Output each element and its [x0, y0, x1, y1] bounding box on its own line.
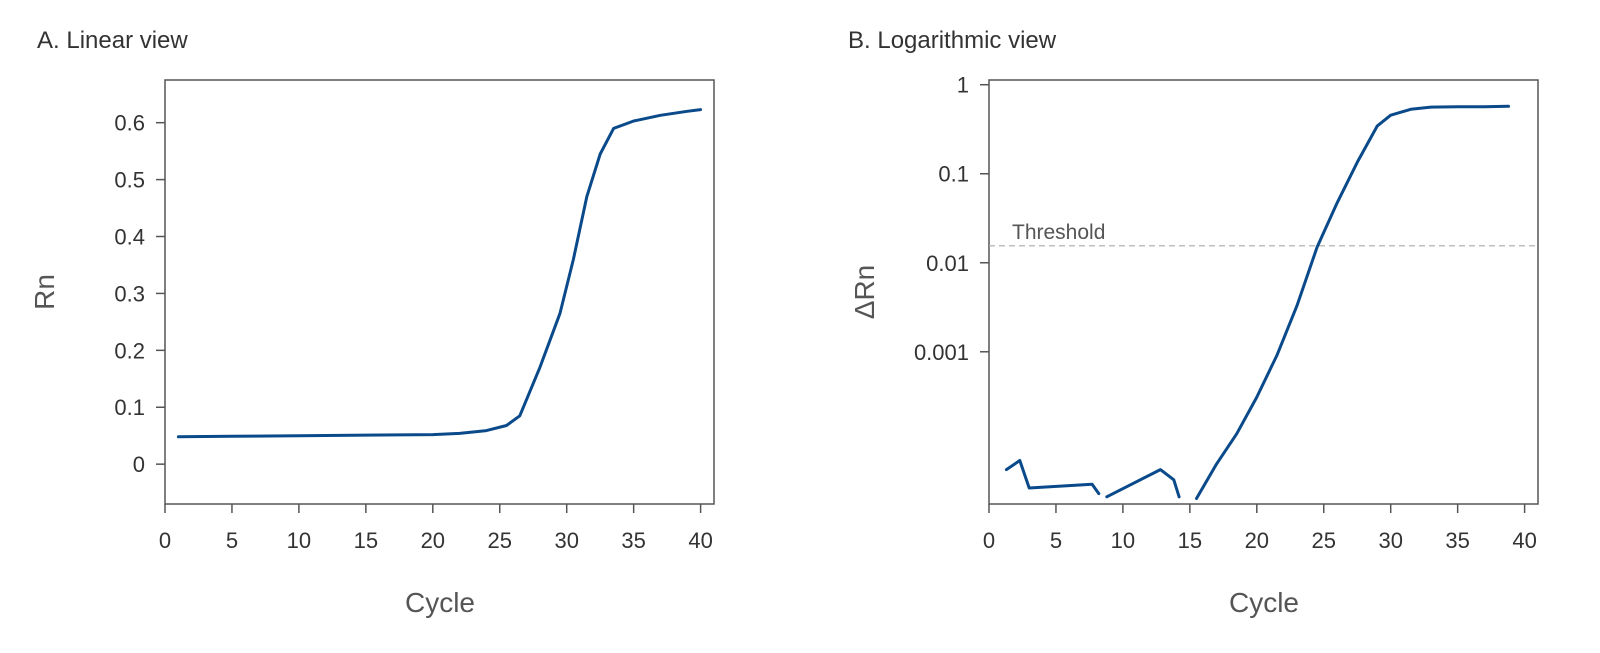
- log-x-tick-label: 30: [1378, 528, 1402, 553]
- log-x-tick-label: 40: [1512, 528, 1536, 553]
- linear-x-tick-label: 35: [621, 528, 645, 553]
- logarithmic-view-chart: B. Logarithmic view Threshold 0 5 10 15 20 25…: [848, 27, 1539, 618]
- log-x-tick-label: 0: [983, 528, 995, 553]
- log-x-tick-label: 35: [1445, 528, 1469, 553]
- logarithmic-view-title: B. Logarithmic view: [848, 27, 1057, 54]
- linear-x-axis-title: Cycle: [405, 587, 475, 618]
- linear-view-title: A. Linear view: [37, 27, 188, 54]
- linear-series-line: [176, 108, 703, 439]
- log-series-layer: [1004, 104, 1510, 500]
- log-y-tick-label: 1: [957, 73, 969, 98]
- log-x-tick-label: 15: [1178, 528, 1202, 553]
- log-series-line: [1004, 459, 1101, 496]
- linear-x-ticks: 0 5 10 15 20 25 30 35 40: [159, 504, 713, 553]
- linear-y-tick-label: 0.2: [114, 338, 145, 363]
- linear-y-axis-title: Rn: [29, 274, 60, 310]
- linear-x-tick-label: 25: [488, 528, 512, 553]
- linear-x-tick-label: 0: [159, 528, 171, 553]
- log-y-ticks: 0.001 0.01 0.1 1: [914, 73, 989, 365]
- log-y-axis-title: ΔRn: [849, 265, 880, 320]
- linear-y-ticks: 0 0.1 0.2 0.3 0.4 0.5 0.6: [114, 111, 165, 477]
- linear-x-tick-label: 40: [688, 528, 712, 553]
- log-x-tick-label: 20: [1245, 528, 1269, 553]
- linear-x-tick-label: 15: [354, 528, 378, 553]
- linear-y-tick-label: 0.5: [114, 168, 145, 193]
- linear-y-tick-label: 0.4: [114, 225, 145, 250]
- linear-plot-frame: [164, 79, 715, 505]
- linear-x-tick-label: 30: [554, 528, 578, 553]
- log-plot-frame: [988, 79, 1539, 505]
- log-x-tick-label: 5: [1050, 528, 1062, 553]
- log-x-tick-label: 10: [1111, 528, 1135, 553]
- linear-view-chart: A. Linear view 0 5 10 15 20 25 30 35 40 00.10.20…: [29, 27, 715, 618]
- linear-y-tick-label: 0: [133, 452, 145, 477]
- log-x-ticks: 0 5 10 15 20 25 30 35 40: [983, 504, 1537, 553]
- log-x-tick-label: 25: [1312, 528, 1336, 553]
- log-y-tick-label: 0.01: [926, 251, 969, 276]
- linear-series-layer: [176, 108, 703, 439]
- linear-x-tick-label: 20: [421, 528, 445, 553]
- linear-y-tick-label: 0.1: [114, 395, 145, 420]
- log-series-line: [1195, 104, 1510, 500]
- linear-x-tick-label: 10: [287, 528, 311, 553]
- log-y-tick-label: 0.1: [938, 162, 969, 187]
- log-y-tick-label: 0.001: [914, 340, 969, 365]
- linear-y-tick-label: 0.6: [114, 111, 145, 136]
- log-x-axis-title: Cycle: [1229, 587, 1299, 618]
- linear-y-tick-label: 0.3: [114, 281, 145, 306]
- linear-x-tick-label: 5: [226, 528, 238, 553]
- threshold-label: Threshold: [1012, 221, 1105, 244]
- log-series-line: [1105, 468, 1181, 499]
